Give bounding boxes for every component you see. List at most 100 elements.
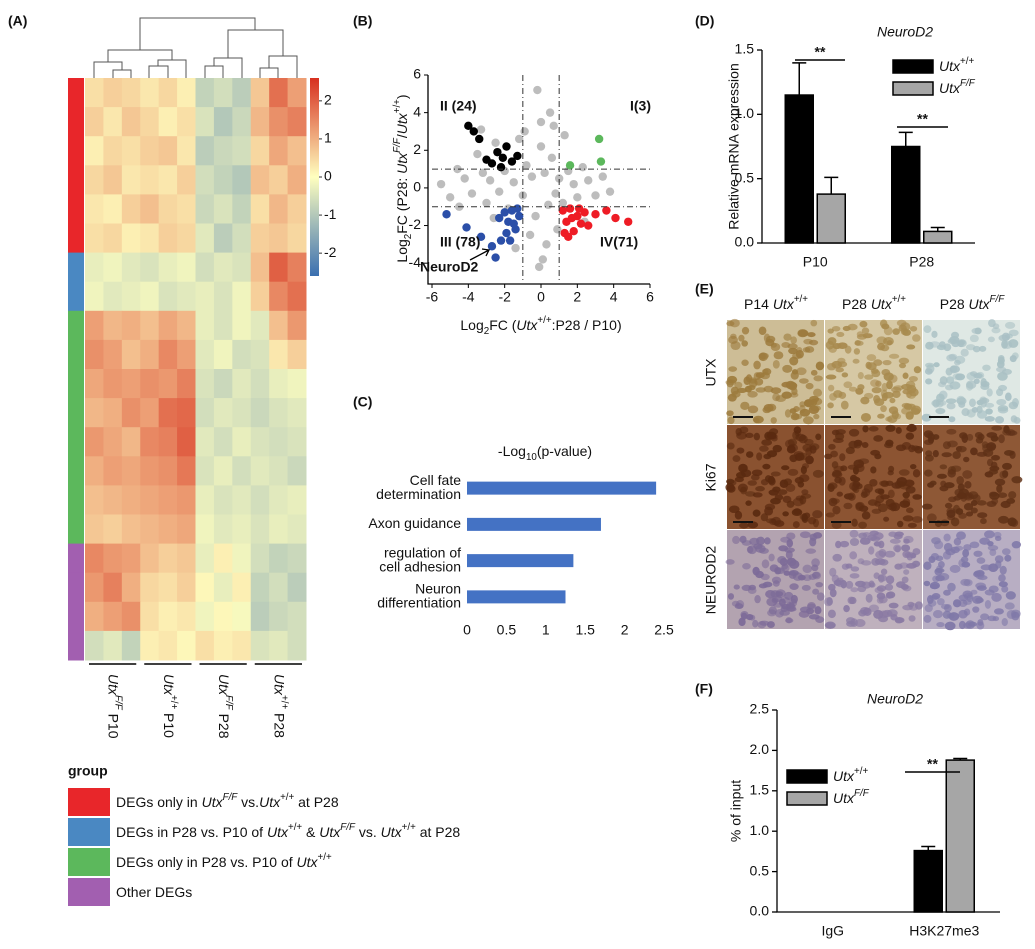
y-axis-label-part: ) xyxy=(394,94,410,99)
column-label-part: P10 xyxy=(106,710,122,739)
nucleus xyxy=(747,391,758,398)
point xyxy=(567,213,577,223)
nucleus xyxy=(940,480,947,487)
heatmap-cell xyxy=(140,485,160,515)
colorbar-tick-label: -1 xyxy=(324,206,337,222)
nucleus xyxy=(736,387,748,393)
heatmap-cell xyxy=(250,136,270,166)
nucleus xyxy=(797,329,809,337)
heatmap-cell xyxy=(250,456,270,486)
nucleus xyxy=(815,582,824,588)
nucleus xyxy=(760,573,770,581)
x-axis-label-part: Utx xyxy=(516,317,538,333)
nucleus xyxy=(831,325,841,332)
nucleus xyxy=(768,553,775,562)
point xyxy=(536,142,546,151)
heatmap-cell xyxy=(269,630,289,661)
colorbar xyxy=(310,78,319,276)
nucleus xyxy=(864,374,874,380)
nucleus xyxy=(948,496,957,503)
nucleus xyxy=(828,583,836,591)
nucleus xyxy=(976,405,983,414)
heatmap-cell xyxy=(287,223,307,254)
nucleus xyxy=(966,433,974,441)
heatmap-cell xyxy=(158,107,178,137)
nucleus xyxy=(982,364,991,371)
heatmap-cell xyxy=(195,310,215,341)
point xyxy=(495,213,504,223)
heatmap-cell xyxy=(269,223,289,254)
nucleus xyxy=(781,381,792,388)
nucleus xyxy=(795,455,802,461)
nucleus xyxy=(937,598,945,606)
nucleus xyxy=(827,384,835,392)
heatmap-cell xyxy=(121,398,141,428)
bar xyxy=(891,145,921,244)
nucleus xyxy=(969,334,979,343)
nucleus xyxy=(747,545,757,555)
legend-label: Other DEGs xyxy=(116,884,192,900)
nucleus xyxy=(779,558,788,566)
nucleus xyxy=(1001,585,1009,593)
nucleus xyxy=(931,330,938,338)
legend-label-part: Utx xyxy=(267,824,289,840)
row-group-bar xyxy=(68,369,84,399)
nucleus xyxy=(903,569,910,575)
point xyxy=(507,157,517,166)
heatmap-cell xyxy=(195,572,215,603)
nucleus xyxy=(894,563,903,570)
nucleus xyxy=(807,332,816,338)
heatmap-cell xyxy=(287,339,307,370)
nucleus xyxy=(901,576,909,584)
nucleus xyxy=(942,441,952,450)
nucleus xyxy=(937,381,947,388)
y-tick-label: 2.5 xyxy=(750,701,770,717)
error-bar xyxy=(898,131,913,147)
nucleus xyxy=(986,388,993,397)
nucleus xyxy=(970,447,978,456)
nucleus xyxy=(886,340,893,346)
nucleus xyxy=(944,621,956,631)
heatmap-cell xyxy=(140,252,160,283)
heatmap-cell xyxy=(232,572,252,603)
nucleus xyxy=(980,518,987,525)
heatmap-cell xyxy=(213,514,233,545)
column-label-part: F/F xyxy=(113,695,124,711)
nucleus xyxy=(975,582,987,589)
legend-label-part: +/+ xyxy=(288,822,302,833)
legend-swatch xyxy=(786,769,828,784)
nucleus xyxy=(728,366,738,372)
category-label: differentiation xyxy=(377,595,461,611)
nucleus xyxy=(1001,368,1012,375)
heatmap-cell xyxy=(195,514,215,545)
heatmap-cell xyxy=(287,485,307,515)
bar xyxy=(913,849,943,913)
nucleus xyxy=(858,521,867,529)
nucleus xyxy=(870,466,877,474)
nucleus xyxy=(903,535,914,544)
nucleus xyxy=(754,378,764,386)
chart-title: NeuroD2 xyxy=(877,24,933,40)
y-tick-label: 4 xyxy=(413,103,421,119)
nucleus xyxy=(741,359,749,366)
nucleus xyxy=(837,342,848,349)
point xyxy=(547,153,557,162)
nucleus xyxy=(783,478,793,486)
heatmap-cell xyxy=(250,223,270,254)
heatmap-cell xyxy=(85,310,104,341)
nucleus xyxy=(880,568,888,575)
nucleus xyxy=(727,416,735,425)
nucleus xyxy=(1007,517,1017,527)
heatmap-cell xyxy=(213,310,233,341)
nucleus xyxy=(786,500,795,508)
nucleus xyxy=(943,482,955,489)
heatmap-cell xyxy=(85,456,104,486)
heatmap-cell xyxy=(250,572,270,603)
point xyxy=(473,149,482,159)
nucleus xyxy=(752,619,759,628)
nucleus xyxy=(756,452,763,461)
nucleus xyxy=(741,340,748,347)
y-tick-label: 2 xyxy=(413,141,421,157)
nucleus xyxy=(761,559,770,569)
nucleus xyxy=(785,617,793,624)
